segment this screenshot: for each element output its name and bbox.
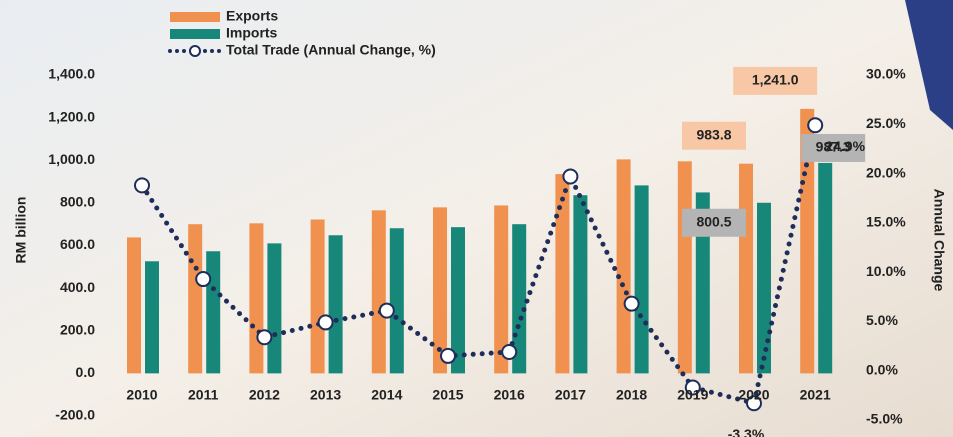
value-label: 983.8 (696, 126, 731, 142)
bar (310, 219, 325, 374)
y2-tick-label: 30.0% (866, 66, 906, 82)
bar (433, 207, 447, 374)
y-tick-label: -200.0 (55, 407, 95, 423)
legend-swatch (170, 12, 220, 22)
bar (634, 185, 649, 374)
y2-tick-label: 20.0% (866, 164, 906, 180)
bar (206, 251, 221, 374)
y-tick-label: 1,200.0 (48, 108, 95, 124)
point (378, 302, 395, 319)
bar (328, 235, 343, 374)
point (440, 347, 456, 364)
x-tick-label: 2018 (616, 387, 647, 403)
bar (573, 195, 588, 374)
line (139, 122, 818, 407)
y-tick-label: 200.0 (60, 321, 95, 337)
point (195, 271, 212, 288)
y-tick-label: 0.0 (76, 364, 96, 380)
legend-swatch (170, 29, 220, 39)
x-tick-label: 2013 (310, 387, 341, 403)
value-label: 24.9% (825, 138, 865, 154)
value-label-box (682, 121, 746, 150)
bar (389, 228, 404, 374)
legend-label: Imports (226, 25, 278, 41)
bar (677, 161, 692, 374)
y-axis-label: RM billion (13, 197, 29, 264)
bar (616, 159, 631, 374)
x-tick-label: 2012 (249, 387, 280, 403)
x-tick-label: 2016 (494, 387, 525, 403)
point (562, 168, 579, 185)
x-tick-label: 2011 (188, 387, 219, 403)
value-label: 1,241.0 (752, 72, 799, 88)
legend-label: Total Trade (Annual Change, %) (226, 42, 436, 58)
bar (739, 163, 753, 374)
value-label: 987.3 (816, 139, 851, 155)
y2-tick-label: 5.0% (866, 312, 898, 328)
x-tick-label: 2015 (432, 387, 463, 403)
y-tick-label: 1,400.0 (48, 66, 95, 82)
point (623, 295, 640, 312)
x-tick-label: 2021 (800, 387, 831, 403)
value-label-box (682, 208, 746, 237)
y2-tick-label: 15.0% (866, 214, 906, 230)
point (317, 314, 334, 331)
bar (145, 261, 159, 374)
bar (757, 202, 771, 374)
bar (555, 174, 570, 374)
y-tick-label: 400.0 (60, 279, 95, 295)
legend-label: Exports (226, 8, 278, 24)
point (134, 177, 150, 194)
value-label: -3.3% (728, 426, 765, 437)
bar (494, 205, 509, 374)
bar (267, 243, 282, 374)
y2-tick-label: -5.0% (866, 411, 903, 427)
y2-axis-label: Annual Change (931, 189, 947, 292)
x-tick-label: 2010 (126, 387, 157, 403)
point (256, 329, 273, 346)
y-tick-label: 600.0 (60, 236, 95, 252)
y2-tick-label: 10.0% (866, 263, 906, 279)
bar (249, 223, 264, 374)
corner-decoration (905, 0, 953, 130)
bar (818, 162, 833, 374)
bar (451, 227, 465, 374)
value-label-box (801, 133, 866, 162)
bar (371, 210, 386, 374)
point (746, 395, 762, 412)
point (501, 343, 518, 360)
bar (188, 224, 203, 374)
y-tick-label: 1,000.0 (48, 151, 95, 167)
x-tick-label: 2014 (371, 387, 402, 403)
value-label-box (733, 66, 818, 95)
y2-tick-label: 25.0% (866, 115, 906, 131)
point (807, 117, 824, 134)
y-tick-label: 800.0 (60, 194, 95, 210)
x-tick-label: 2019 (677, 387, 708, 403)
x-tick-label: 2017 (555, 387, 586, 403)
bar (127, 237, 141, 374)
x-tick-label: 2020 (738, 387, 769, 403)
y2-tick-label: 0.0% (866, 361, 898, 377)
legend-marker (189, 45, 201, 57)
point (684, 379, 701, 396)
value-label: 800.5 (696, 213, 731, 229)
bar (695, 192, 710, 374)
